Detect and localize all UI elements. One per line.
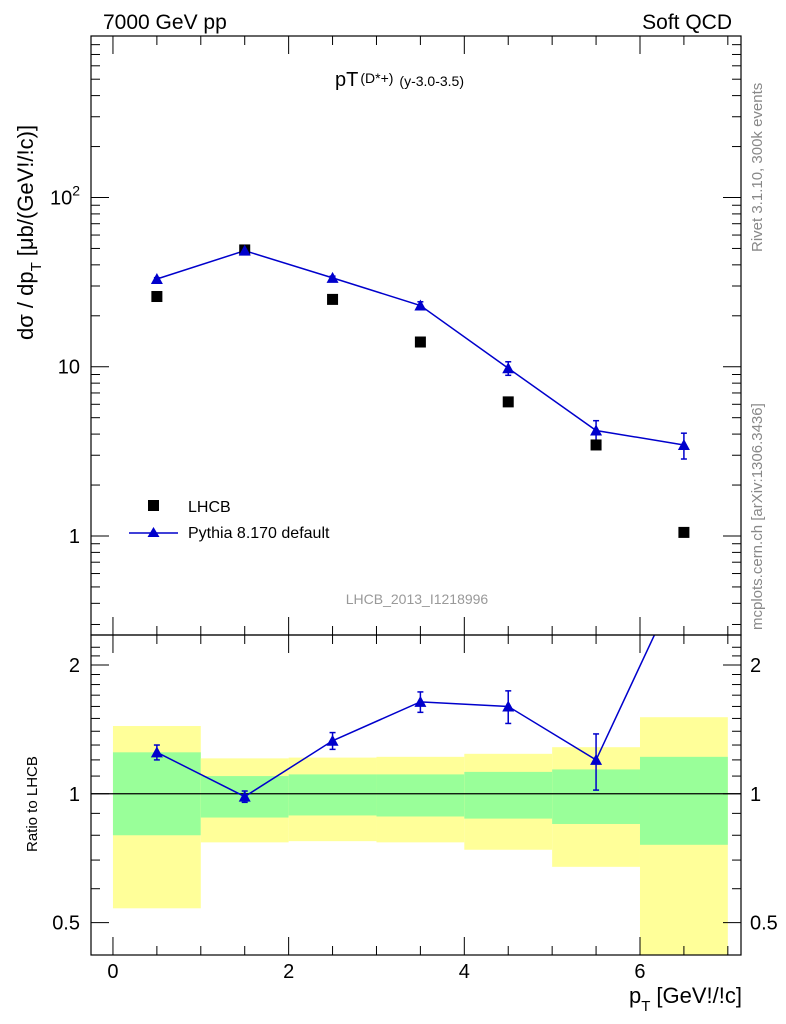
data-point — [590, 439, 602, 451]
header-left: 7000 GeV pp — [103, 11, 227, 34]
legend-label-pythia: Pythia 8.170 default — [188, 525, 330, 542]
plot-title: pT (D*+) (y-3.0-3.5) — [335, 69, 464, 91]
ratio-point — [678, 566, 690, 577]
uncertainty-band-inner — [639, 756, 728, 845]
ratio-y-tick-label: 0.5 — [52, 913, 80, 935]
data-point — [151, 291, 163, 303]
mc-point — [150, 272, 163, 284]
y-axis-label: dσ / dpT[μb/(GeV!/!c)] — [13, 125, 45, 340]
main-panel: 1 10 102 — [50, 35, 742, 636]
rivet-version-label: Rivet 3.1.10, 300k events — [749, 83, 766, 252]
mc-point — [326, 271, 339, 283]
mc-point — [677, 438, 690, 450]
uncertainty-band-inner — [464, 771, 553, 819]
header-right: Soft QCD — [642, 11, 732, 34]
ratio-point — [414, 695, 427, 707]
legend-marker-pythia — [147, 527, 160, 537]
y-tick-label: 102 — [50, 182, 80, 209]
mc-point — [590, 424, 603, 436]
y-tick-label: 1 — [69, 526, 80, 548]
mc-point — [502, 362, 515, 374]
analysis-label: LHCB_2013_I1218996 — [346, 591, 489, 607]
ratio-y-tick-label: 1 — [69, 784, 80, 806]
data-point — [414, 336, 426, 348]
x-tick-label: 0 — [107, 961, 118, 983]
y-tick-label: 10 — [58, 357, 80, 379]
data-point — [502, 396, 514, 408]
ratio-y-tick-label-right: 0.5 — [750, 913, 778, 935]
ratio-panel-frame — [90, 634, 742, 956]
ratio-y-tick-label: 2 — [69, 655, 80, 677]
uncertainty-band-inner — [376, 774, 465, 817]
ratio-point — [238, 790, 251, 802]
mc-point — [414, 299, 427, 311]
legend: LHCB Pythia 8.170 default — [129, 499, 330, 542]
x-tick-label: 6 — [634, 961, 645, 983]
ratio-point — [502, 700, 515, 712]
ratio-panel: 0.5 0.5 1 1 2 2 0 2 4 6 — [52, 566, 778, 983]
ratio-point — [326, 734, 339, 746]
x-tick-label: 4 — [459, 961, 470, 983]
uncertainty-band-inner — [288, 774, 377, 816]
legend-marker-lhcb — [148, 500, 159, 511]
legend-label-lhcb: LHCB — [188, 499, 231, 516]
source-label: mcplots.cern.ch [arXiv:1306.3436] — [749, 403, 766, 630]
data-point — [327, 293, 339, 305]
ratio-y-axis-label: Ratio to LHCB — [24, 756, 41, 852]
ratio-point — [150, 746, 163, 758]
main-panel-frame — [90, 35, 742, 636]
data-point — [678, 526, 690, 538]
ratio-y-tick-label-right: 2 — [750, 655, 761, 677]
ratio-y-tick-label-right: 1 — [750, 784, 761, 806]
mc-line — [156, 249, 685, 446]
x-tick-label: 2 — [283, 961, 294, 983]
x-axis-label: pT [GeV!/!c] — [629, 983, 742, 1015]
ratio-point — [590, 753, 603, 765]
mc-point — [238, 244, 251, 256]
